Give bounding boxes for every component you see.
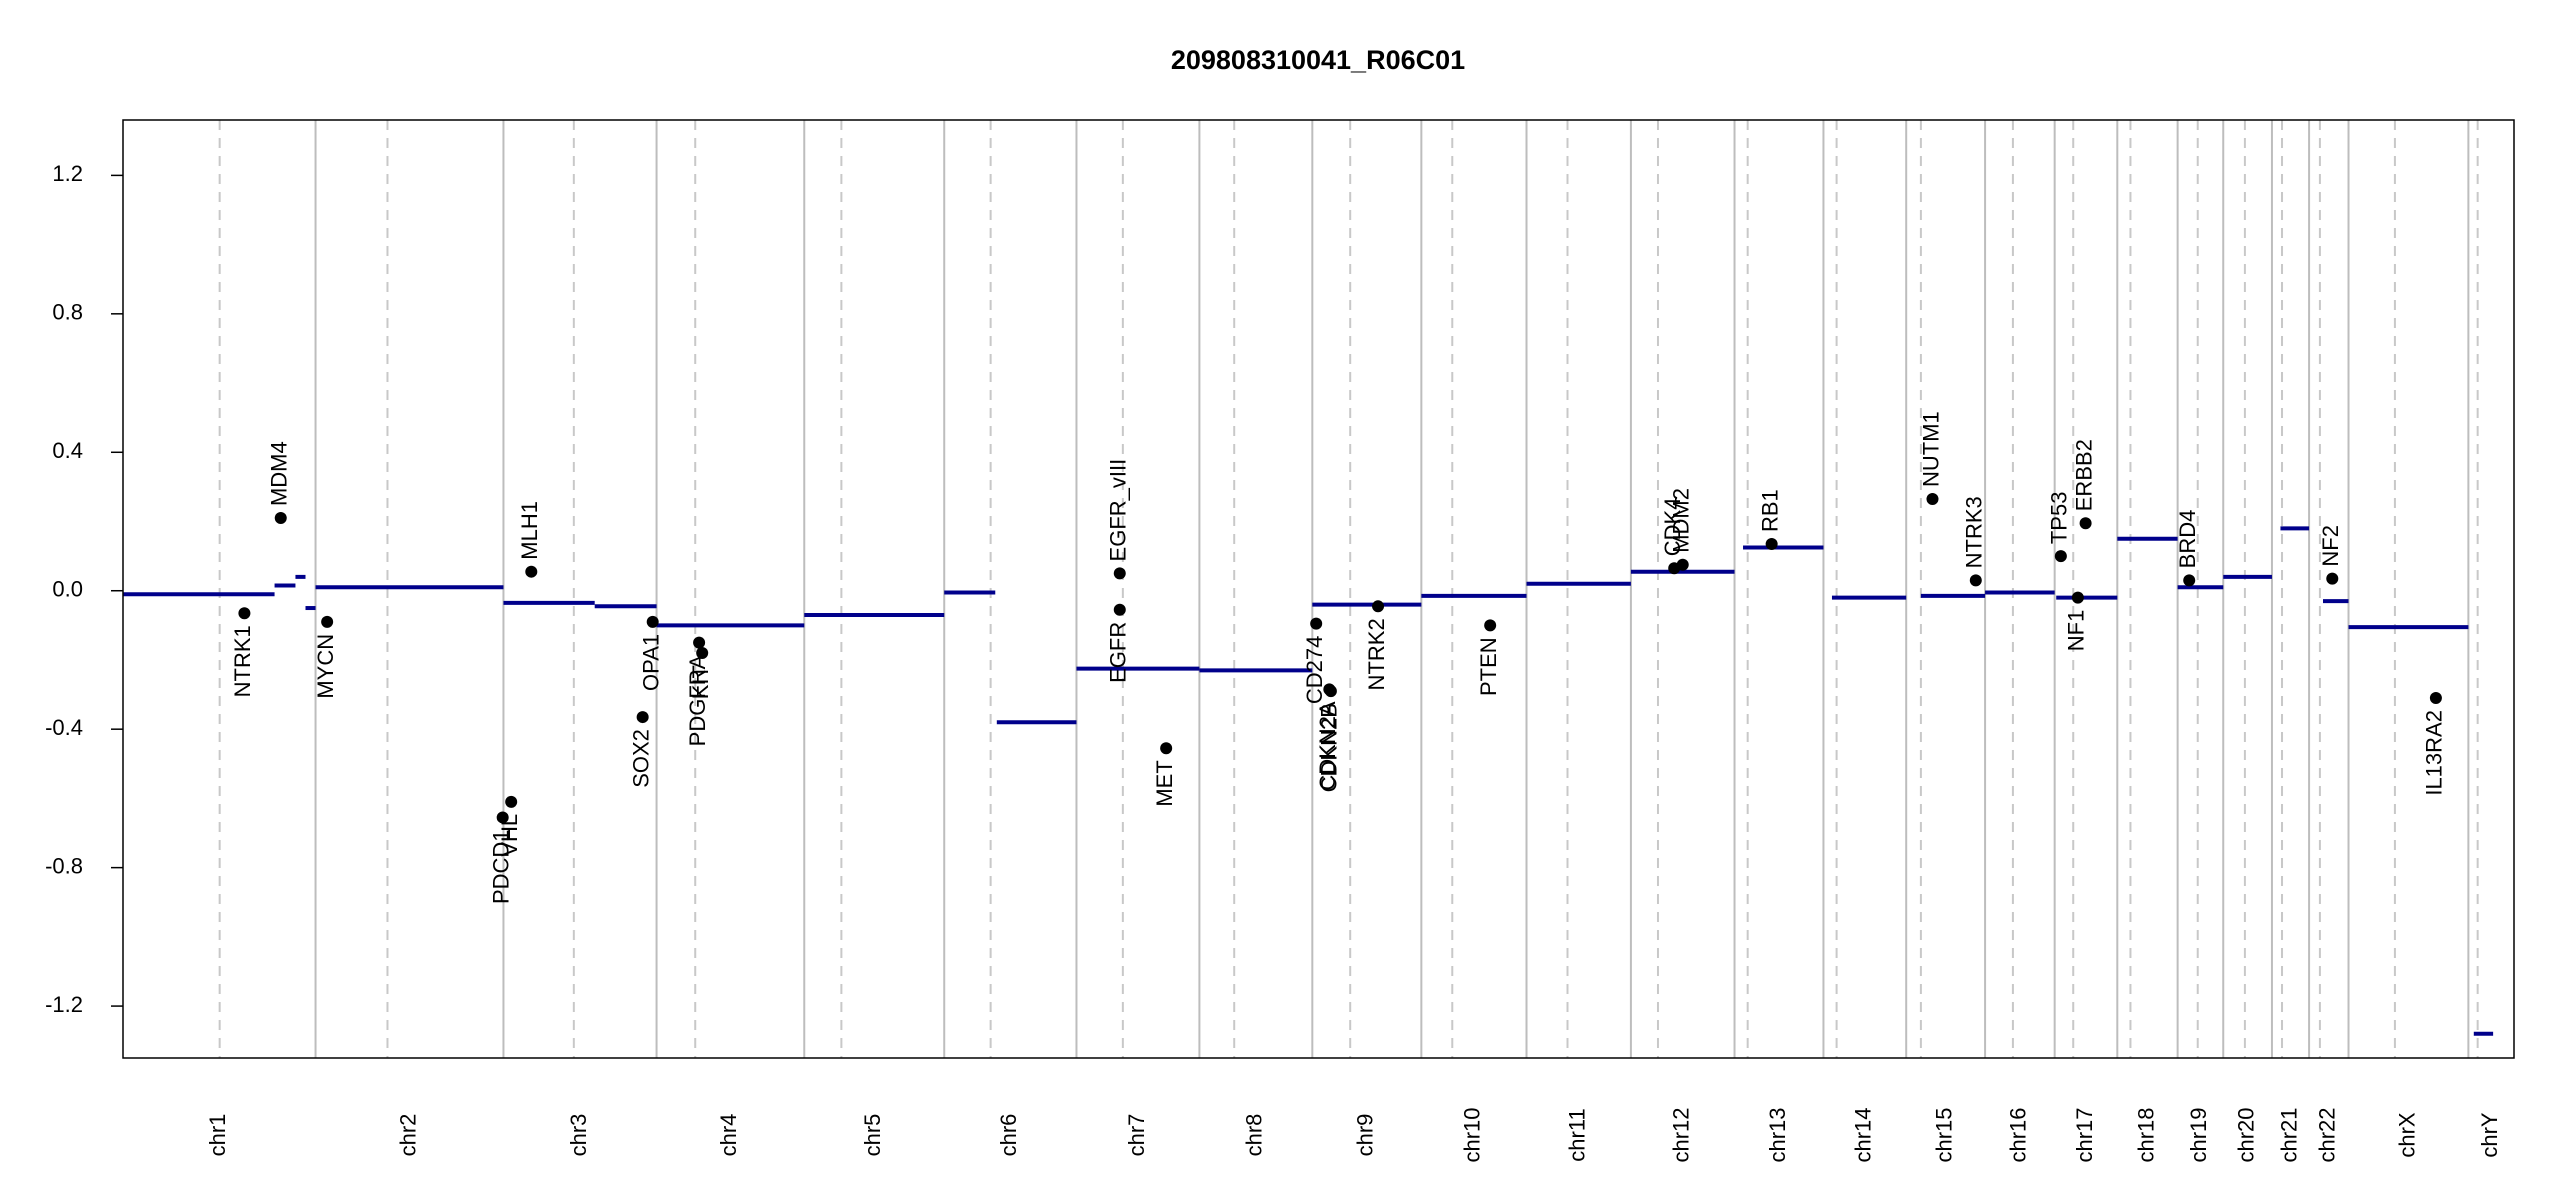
- gene-label: CDKN2A: [1315, 701, 1340, 791]
- gene-label: VHL: [497, 814, 522, 857]
- y-tick-label: 0.4: [52, 438, 83, 463]
- chromosome-label: chr20: [2233, 1107, 2258, 1162]
- chromosome-label: chr19: [2186, 1107, 2211, 1162]
- gene-point: [2326, 572, 2339, 585]
- chromosome-label: chr15: [1931, 1107, 1956, 1162]
- chromosome-label: chr13: [1765, 1107, 1790, 1162]
- gene-label: PDGFRA: [685, 654, 710, 746]
- gene-label: NTRK1: [230, 625, 255, 697]
- chromosome-label: chr17: [2072, 1107, 2097, 1162]
- chromosome-label: chr11: [1565, 1108, 1590, 1161]
- gene-point: [693, 636, 706, 649]
- gene-point: [646, 615, 659, 628]
- gene-point: [1113, 567, 1126, 580]
- gene-label: SOX2: [628, 729, 653, 788]
- gene-label: RB1: [1757, 489, 1782, 532]
- chromosome-label: chr2: [395, 1114, 420, 1157]
- gene-label: MLH1: [517, 501, 542, 560]
- chromosome-label: chrX: [2394, 1112, 2419, 1158]
- gene-point: [2429, 692, 2442, 705]
- chromosome-label: chr3: [566, 1114, 591, 1157]
- y-tick-label: 1.2: [52, 161, 83, 186]
- gene-point: [1310, 617, 1323, 630]
- gene-point: [2079, 517, 2092, 530]
- chromosome-label: chr22: [2315, 1107, 2340, 1162]
- gene-label: TP53: [2047, 492, 2072, 545]
- gene-point: [696, 647, 709, 660]
- chart-title: 209808310041_R06C01: [1171, 45, 1465, 75]
- gene-point: [636, 711, 649, 724]
- gene-point: [2183, 574, 2196, 587]
- gene-point: [1969, 574, 1982, 587]
- gene-label: NTRK2: [1364, 618, 1389, 690]
- chromosome-label: chrY: [2477, 1112, 2502, 1158]
- gene-point: [2071, 591, 2084, 604]
- gene-point: [1926, 493, 1939, 506]
- gene-point: [525, 565, 538, 578]
- gene-point: [505, 795, 518, 808]
- gene-point: [1676, 558, 1689, 571]
- chromosome-label: chr1: [205, 1114, 230, 1157]
- chromosome-label: chr4: [716, 1114, 741, 1157]
- chromosome-label: chr5: [860, 1114, 885, 1157]
- gene-label: MDM2: [1669, 488, 1694, 553]
- gene-point: [1484, 619, 1497, 632]
- chromosome-label: chr7: [1124, 1114, 1149, 1157]
- gene-label: CD274: [1302, 636, 1327, 704]
- gene-label: NTRK3: [1962, 496, 1987, 568]
- chromosome-label: chr9: [1353, 1114, 1378, 1157]
- chromosome-label: chr21: [2276, 1107, 2301, 1162]
- gene-label: MET: [1152, 760, 1177, 806]
- chromosome-label: chr14: [1851, 1107, 1876, 1162]
- chromosome-label: chr16: [2006, 1107, 2031, 1162]
- gene-label: BRD4: [2175, 510, 2200, 569]
- gene-point: [238, 607, 251, 620]
- gene-point: [274, 512, 287, 525]
- gene-label: CDKN2B: [1317, 703, 1342, 792]
- gene-label: NF2: [2318, 525, 2343, 567]
- y-tick-label: -0.4: [45, 715, 83, 740]
- chromosome-label: chr8: [1242, 1114, 1267, 1157]
- gene-label: NF1: [2064, 610, 2089, 652]
- chromosome-label: chr10: [1460, 1107, 1485, 1162]
- y-tick-label: 0.8: [52, 300, 83, 325]
- chromosome-label: chr12: [1669, 1107, 1694, 1162]
- gene-point: [496, 811, 509, 824]
- gene-point: [1324, 685, 1337, 698]
- gene-point: [1113, 603, 1126, 616]
- gene-label: OPA1: [639, 634, 664, 691]
- gene-label: CDK4: [1660, 498, 1685, 557]
- y-tick-label: -1.2: [45, 992, 83, 1017]
- chromosome-label: chr6: [996, 1114, 1021, 1157]
- gene-label: EGFR: [1106, 622, 1131, 683]
- plot-frame: [122, 119, 2515, 1059]
- gene-point: [1372, 600, 1385, 613]
- y-tick-label: 0.0: [52, 577, 83, 602]
- chromosome-label: chr18: [2133, 1107, 2158, 1162]
- y-tick-label: -0.8: [45, 853, 83, 878]
- gene-label: MDM4: [267, 441, 292, 506]
- gene-label: IL13RA2: [2422, 710, 2447, 796]
- gene-label: KIT: [688, 665, 713, 699]
- gene-point: [1160, 742, 1173, 755]
- gene-label: MYCN: [313, 634, 338, 699]
- gene-point: [2054, 550, 2067, 563]
- gene-label: NUTM1: [1918, 411, 1943, 487]
- gene-label: PTEN: [1476, 637, 1501, 696]
- gene-label: ERBB2: [2071, 439, 2096, 511]
- gene-point: [1765, 538, 1778, 551]
- gene-label: PDCD1: [488, 829, 513, 904]
- gene-label: EGFR_vIII: [1106, 459, 1131, 562]
- gene-point: [321, 615, 334, 628]
